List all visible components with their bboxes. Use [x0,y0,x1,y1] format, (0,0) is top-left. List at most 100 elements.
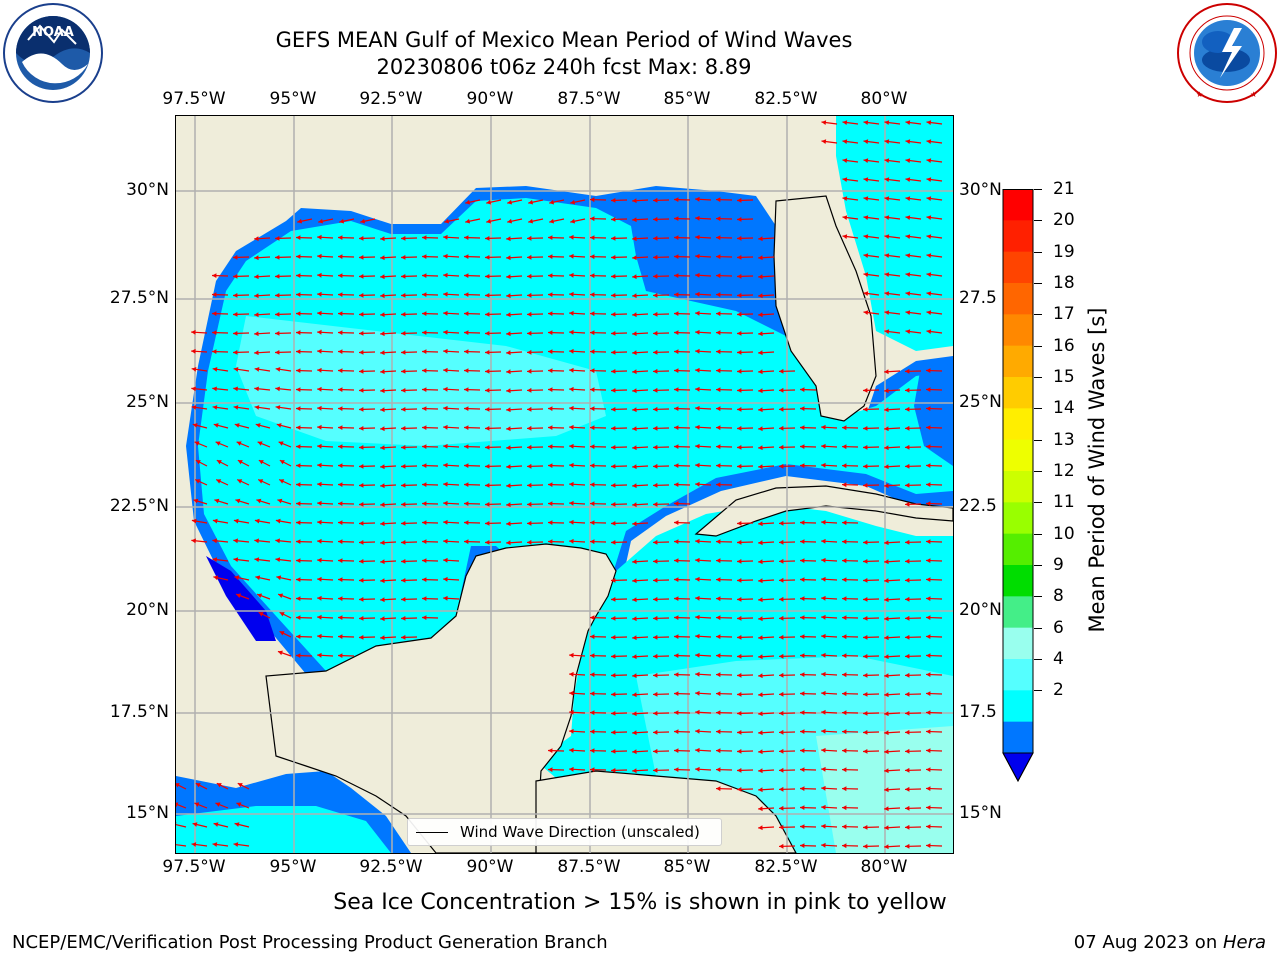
wave-direction-arrow [611,444,628,450]
wave-direction-arrow [569,424,586,430]
colorbar-tick-mark [1034,408,1042,410]
wave-direction-arrow [884,825,901,831]
wave-direction-arrow [674,710,691,716]
lon-tick-top: 92.5°W [359,89,423,109]
wave-direction-arrow [443,481,460,487]
wave-direction-arrow [569,272,586,278]
wave-direction-arrow [779,729,796,735]
wave-direction-arrow [779,748,796,754]
wave-direction-arrow [716,691,733,697]
wave-direction-arrow [863,120,880,125]
wave-direction-arrow [318,218,334,224]
wave-direction-arrow [233,518,250,524]
colorbar-tick-mark [1034,659,1042,660]
wave-direction-arrow [653,254,670,260]
wave-direction-arrow [863,139,880,144]
wave-direction-arrow [548,368,565,374]
wave-direction-arrow [632,293,649,299]
wave-direction-arrow [338,273,355,279]
wave-direction-arrow [842,425,859,431]
wave-direction-arrow [296,634,313,640]
wave-direction-arrow [674,254,691,260]
wave-direction-arrow [317,614,334,620]
wave-direction-arrow [821,709,838,715]
wave-direction-arrow [842,234,859,239]
wave-direction-arrow [191,518,208,524]
wave-direction-arrow [821,633,838,639]
wave-direction-arrow [863,463,880,469]
wave-direction-arrow [443,253,460,259]
wave-direction-arrow [758,768,775,774]
wave-direction-arrow [926,406,943,412]
wave-direction-arrow [317,633,334,639]
lon-tick-top: 95°W [269,89,317,109]
wave-direction-arrow [695,709,712,715]
wave-direction-arrow [884,673,901,679]
arrow-legend: Wind Wave Direction (unscaled) [407,818,722,846]
wave-direction-arrow [905,177,922,182]
wave-direction-arrow [800,444,817,450]
lon-tick-bottom: 82.5°W [754,857,818,877]
wave-direction-arrow [884,578,901,584]
wave-direction-arrow [758,749,775,755]
wave-direction-arrow [737,235,754,241]
wave-direction-arrow [317,424,334,430]
wave-direction-arrow [884,559,901,565]
wave-direction-arrow [905,253,922,258]
wave-direction-arrow [443,519,460,525]
wave-direction-arrow [905,482,922,488]
wave-direction-arrow [863,425,880,431]
wave-direction-arrow [275,254,292,260]
wave-direction-arrow [296,501,313,507]
wave-direction-arrow [611,672,628,678]
wave-direction-arrow [401,254,418,260]
wave-direction-arrow [527,444,544,450]
footer-date: 07 Aug 2023 on Hera [1074,932,1266,953]
wave-direction-arrow [632,445,649,451]
wave-direction-arrow [674,292,691,298]
wave-direction-arrow [842,710,859,716]
wave-direction-arrow [779,558,796,564]
wave-direction-arrow [485,311,502,317]
wave-direction-arrow [632,654,649,660]
wave-direction-arrow [548,520,565,526]
wave-direction-arrow [212,538,229,544]
colorbar-tick-mark [1034,533,1042,535]
wave-direction-arrow [275,292,292,298]
wave-direction-arrow [380,236,397,242]
wave-direction-arrow [401,311,418,317]
wave-direction-arrow [926,463,943,469]
wave-direction-arrow [234,423,250,429]
wave-direction-arrow [212,292,229,298]
wave-direction-arrow [401,368,418,374]
wave-direction-arrow [905,786,922,792]
wave-direction-arrow [401,444,418,450]
wave-direction-arrow [905,272,922,277]
wave-direction-arrow [443,405,460,411]
wave-direction-arrow [863,596,880,602]
wave-direction-arrow [296,387,313,393]
wave-direction-arrow [863,253,880,258]
colorbar-tick-mark [1034,565,1042,566]
wave-direction-arrow [528,199,544,205]
wave-direction-arrow [422,615,439,621]
wave-direction-arrow [674,368,691,374]
wave-direction-arrow [905,748,922,754]
wave-direction-arrow [401,349,418,355]
colorbar-segment [1003,314,1033,347]
wave-direction-arrow [800,615,817,621]
colorbar-tick-mark [1034,314,1042,316]
wave-direction-arrow [422,596,439,602]
lat-tick-right: 15°N [959,803,1002,823]
wave-direction-arrow [506,312,523,318]
wave-direction-arrow [779,444,796,450]
sea-ice-caption: Sea Ice Concentration > 15% is shown in … [333,890,947,915]
wave-direction-arrow [926,425,943,431]
wave-direction-arrow [674,558,691,564]
wave-direction-arrow [905,805,922,811]
wave-direction-arrow [611,406,628,412]
wave-direction-arrow [548,235,565,241]
wave-direction-arrow [275,366,292,372]
wave-direction-arrow [779,406,796,412]
wave-direction-arrow [276,423,292,429]
